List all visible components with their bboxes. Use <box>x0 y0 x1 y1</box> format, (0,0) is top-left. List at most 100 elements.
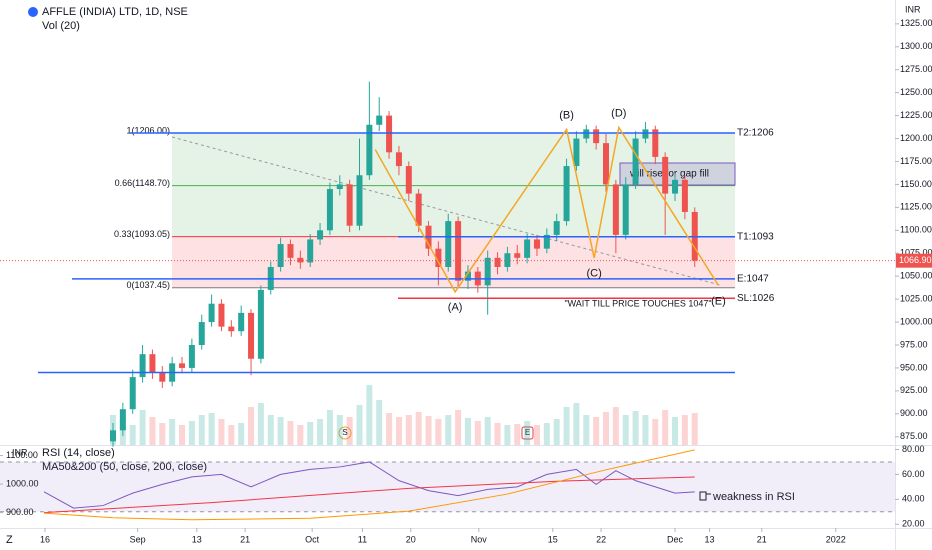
ma-tick-label: 1100.00 <box>6 450 38 460</box>
candle-body <box>248 312 255 359</box>
candle-body <box>484 257 491 286</box>
volume-bar <box>208 413 215 445</box>
split-marker-icon[interactable] <box>338 426 352 440</box>
candle-body <box>553 221 560 235</box>
candle-body <box>307 239 314 263</box>
candle-body <box>208 303 215 323</box>
rsi-title: RSI (14, close) <box>42 447 115 459</box>
volume-bar <box>691 413 698 445</box>
candle-body <box>415 193 422 226</box>
volume-title: Vol (20) <box>42 20 80 32</box>
candle-body <box>642 129 649 139</box>
earnings-marker[interactable]: E <box>525 428 530 437</box>
volume-bar <box>415 412 422 445</box>
volume-bar <box>612 407 619 445</box>
candle-body <box>445 221 452 267</box>
volume-bar <box>169 419 176 445</box>
candle-body <box>632 138 639 185</box>
y-tick-label: 1175.00 <box>900 156 932 166</box>
candle-body <box>494 257 501 267</box>
rsi-note: weakness in RSI <box>712 491 795 503</box>
volume-bar <box>218 419 225 445</box>
volume-bar <box>228 425 235 445</box>
chart-title: AFFLE (INDIA) LTD, 1D, NSE <box>42 6 188 18</box>
x-tick-label: 11 <box>358 534 367 544</box>
y-tick-label: 1025.00 <box>900 293 932 303</box>
volume-bar <box>435 419 442 445</box>
candle-body <box>435 248 442 267</box>
candle-body <box>593 129 600 144</box>
candle-body <box>455 221 462 281</box>
candle-body <box>346 184 353 226</box>
fib-label: 0(1037.45) <box>126 280 170 290</box>
volume-bar <box>484 417 491 445</box>
candle-body <box>514 253 521 258</box>
candle-body <box>524 239 531 258</box>
volume-bar <box>139 410 146 445</box>
indicator-line <box>43 476 695 514</box>
candle-body <box>612 184 619 235</box>
y-tick-label: 1150.00 <box>900 179 932 189</box>
x-tick-label: 21 <box>757 534 767 544</box>
volume-bar <box>356 405 363 445</box>
y-tick-label: 1125.00 <box>900 202 932 212</box>
level-label: SL:1026 <box>737 293 775 304</box>
earnings-marker-icon[interactable] <box>521 426 534 440</box>
volume-bar <box>622 415 629 445</box>
volume-bar <box>336 415 343 445</box>
candle-body <box>198 322 205 345</box>
zoom-button[interactable]: Z <box>6 534 13 546</box>
split-marker[interactable]: S <box>342 428 347 437</box>
volume-bar <box>573 403 580 445</box>
volume-bar <box>248 407 255 445</box>
volume-bar <box>445 415 452 445</box>
candle-body <box>386 115 393 153</box>
volume-bar <box>632 411 639 445</box>
gap-fill-note: will rise for gap fill <box>629 169 709 180</box>
volume-bar <box>504 425 511 445</box>
volume-bar <box>297 425 304 445</box>
y-tick-label: 1050.00 <box>900 271 932 281</box>
x-tick-label: Sep <box>130 534 146 544</box>
volume-bar <box>474 421 481 445</box>
volume-bar <box>533 425 540 445</box>
candle-body <box>681 179 688 212</box>
x-tick-label: 15 <box>548 534 558 544</box>
candle-body <box>356 175 363 226</box>
volume-bar <box>593 417 600 445</box>
wave-label: (D) <box>611 107 626 119</box>
y-tick-label: 1075.00 <box>900 248 932 258</box>
volume-bar <box>386 413 393 445</box>
x-tick-label: 13 <box>192 534 202 544</box>
volume-bar <box>287 421 294 445</box>
candle-body <box>662 156 669 194</box>
volume-bar <box>553 419 560 445</box>
x-tick-label: 20 <box>406 534 416 544</box>
volume-bar <box>464 418 471 445</box>
volume-bar <box>317 419 324 445</box>
volume-bar <box>326 410 333 445</box>
volume-bar <box>672 417 679 445</box>
candle-body <box>228 326 235 332</box>
candle-body <box>336 184 343 190</box>
candle-body <box>287 244 294 258</box>
rsi-tick-label: 60.00 <box>902 469 925 479</box>
candle-body <box>277 244 284 267</box>
candle-body <box>129 377 136 410</box>
volume-bar <box>149 417 156 445</box>
indicator-line <box>43 461 695 509</box>
rsi-tick-label: 40.00 <box>902 494 925 504</box>
volume-bar <box>179 425 186 445</box>
candle-body <box>326 189 333 231</box>
x-tick-label: Oct <box>305 534 320 544</box>
level-label: T2:1206 <box>737 128 774 139</box>
fib-label: 0.33(1093.05) <box>114 229 170 239</box>
volume-bar <box>257 403 264 445</box>
y-tick-label: 1100.00 <box>900 225 932 235</box>
candle-body <box>119 409 126 431</box>
ma-tick-label: 900.00 <box>6 507 34 517</box>
y-tick-label: 1275.00 <box>900 64 932 74</box>
volume-bar <box>494 423 501 445</box>
indicator-line <box>43 449 695 521</box>
